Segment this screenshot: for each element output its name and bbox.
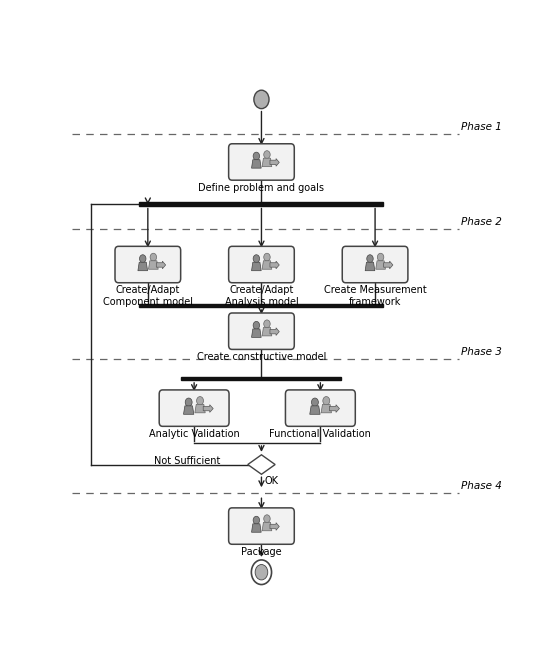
Polygon shape — [251, 329, 261, 338]
Polygon shape — [156, 261, 166, 269]
Text: Define problem and goals: Define problem and goals — [198, 182, 325, 192]
FancyBboxPatch shape — [229, 144, 294, 180]
Circle shape — [264, 253, 270, 261]
Text: Functional Validation: Functional Validation — [269, 429, 371, 439]
Circle shape — [253, 322, 260, 329]
Polygon shape — [262, 522, 272, 531]
Polygon shape — [330, 405, 339, 412]
FancyBboxPatch shape — [342, 246, 408, 283]
Polygon shape — [262, 261, 272, 269]
Polygon shape — [321, 404, 331, 413]
Circle shape — [367, 254, 373, 262]
FancyBboxPatch shape — [229, 508, 294, 544]
Circle shape — [264, 151, 270, 159]
Polygon shape — [251, 262, 261, 270]
Bar — [140, 202, 383, 206]
Polygon shape — [310, 406, 320, 414]
Polygon shape — [251, 160, 261, 168]
Text: Phase 1: Phase 1 — [462, 122, 502, 132]
FancyBboxPatch shape — [159, 390, 229, 426]
Circle shape — [377, 253, 384, 261]
Polygon shape — [376, 261, 386, 269]
Polygon shape — [270, 159, 279, 166]
Text: Create/Adapt: Create/Adapt — [116, 285, 180, 295]
Polygon shape — [184, 406, 194, 414]
Text: Phase 2: Phase 2 — [462, 216, 502, 226]
Text: Phase 3: Phase 3 — [462, 348, 502, 358]
Text: Create/Adapt: Create/Adapt — [229, 285, 294, 295]
Polygon shape — [203, 405, 213, 412]
Polygon shape — [262, 328, 272, 336]
Polygon shape — [270, 523, 279, 530]
Circle shape — [140, 254, 146, 262]
Circle shape — [264, 320, 270, 328]
Circle shape — [312, 398, 318, 406]
Circle shape — [253, 152, 260, 160]
Text: Analytic Validation: Analytic Validation — [149, 429, 239, 439]
Text: Component model: Component model — [103, 296, 193, 306]
Polygon shape — [270, 328, 279, 336]
Circle shape — [197, 396, 204, 405]
Circle shape — [150, 253, 156, 261]
Text: OK: OK — [265, 476, 279, 486]
Polygon shape — [148, 261, 158, 269]
Circle shape — [255, 565, 268, 580]
Circle shape — [253, 516, 260, 524]
Circle shape — [323, 396, 330, 405]
Polygon shape — [138, 262, 148, 270]
FancyBboxPatch shape — [229, 246, 294, 283]
FancyBboxPatch shape — [286, 390, 355, 426]
Text: Package: Package — [241, 547, 282, 557]
Text: Not Sufficient: Not Sufficient — [154, 456, 220, 466]
Circle shape — [253, 254, 260, 262]
Text: framework: framework — [349, 296, 401, 306]
Circle shape — [185, 398, 192, 406]
Circle shape — [251, 560, 272, 585]
Text: Analysis model: Analysis model — [225, 296, 298, 306]
Polygon shape — [365, 262, 375, 270]
Text: Phase 4: Phase 4 — [462, 481, 502, 491]
FancyBboxPatch shape — [229, 313, 294, 350]
Polygon shape — [195, 404, 205, 413]
Polygon shape — [262, 159, 272, 166]
Polygon shape — [251, 523, 261, 532]
Polygon shape — [383, 261, 393, 269]
Polygon shape — [270, 261, 279, 269]
Text: Create constructive model: Create constructive model — [197, 352, 326, 362]
Text: Create Measurement: Create Measurement — [324, 285, 426, 295]
Polygon shape — [248, 455, 275, 474]
Bar — [181, 377, 342, 380]
FancyBboxPatch shape — [115, 246, 181, 283]
Bar — [140, 304, 383, 307]
Circle shape — [264, 515, 270, 523]
Circle shape — [254, 90, 269, 109]
